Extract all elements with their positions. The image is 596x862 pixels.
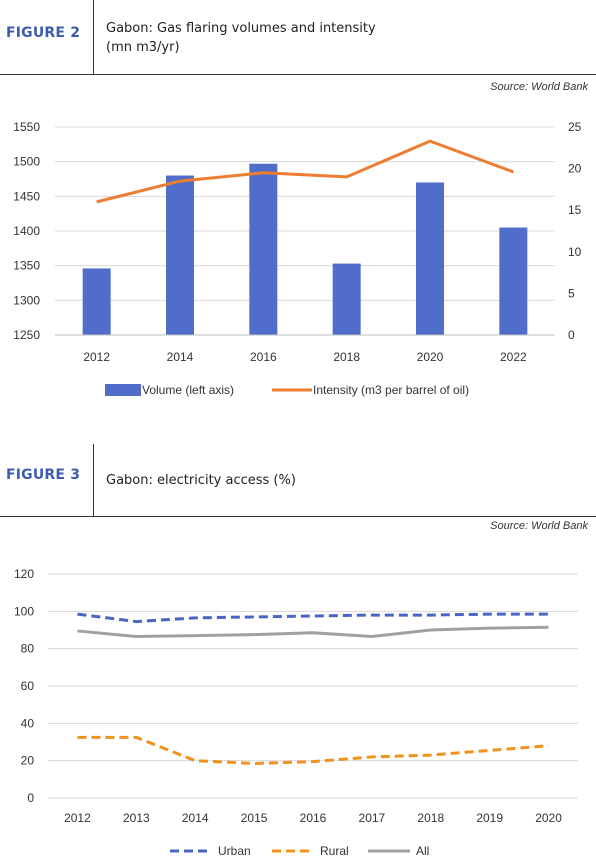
intensity-line — [96, 139, 514, 204]
right-axis-tick-label: 5 — [568, 286, 575, 300]
left-axis-tick-label: 1500 — [13, 155, 40, 169]
series-line-rural — [77, 735, 549, 765]
x-axis-tick-label: 2013 — [123, 811, 150, 825]
figure-2-title: Gabon: Gas flaring volumes and intensity… — [106, 19, 376, 57]
figure-2-source: Source: World Bank — [490, 81, 588, 93]
x-axis-tick-label: 2016 — [300, 811, 327, 825]
legend-intensity-label: Intensity (m3 per barrel of oil) — [313, 383, 469, 397]
legend-label-rural: Rural — [320, 844, 349, 858]
series-line-urban — [77, 612, 549, 624]
y-axis-tick-label: 60 — [21, 679, 35, 693]
left-axis-tick-label: 1400 — [13, 224, 40, 238]
x-axis-tick-label: 2017 — [359, 811, 386, 825]
y-axis-tick-label: 120 — [14, 567, 34, 581]
figure-2-divider — [93, 0, 94, 74]
legend-volume-label: Volume (left axis) — [142, 383, 234, 397]
left-axis-tick-label: 1550 — [13, 120, 40, 134]
gas-flaring-chart: 1550 1500 1450 1400 1350 1300 1250 25 20 15 10 5 0 20… — [13, 120, 582, 397]
x-axis-tick-label: 2014 — [167, 350, 194, 364]
figure-2-label: FIGURE 2 — [6, 25, 81, 41]
figure-2-rule — [0, 74, 596, 75]
y-axis-tick-label: 100 — [14, 604, 34, 618]
figure-3-rule — [0, 516, 596, 517]
right-axis-tick-label: 15 — [568, 203, 582, 217]
electricity-access-chart: 120 100 80 60 40 20 0 2012 2013 2014 2015 2016 2017 2… — [14, 567, 578, 858]
x-axis-tick-label: 2012 — [83, 350, 110, 364]
volume-bar — [249, 163, 278, 335]
figure-3-label: FIGURE 3 — [6, 467, 81, 483]
figure-2-title-line2: (mn m3/yr) — [106, 40, 180, 55]
x-axis-tick-label: 2020 — [535, 811, 562, 825]
y-axis-tick-label: 0 — [27, 791, 34, 805]
y-axis-tick-label: 20 — [21, 754, 35, 768]
y-axis-tick-label: 80 — [21, 642, 35, 656]
left-axis-tick-label: 1350 — [13, 259, 40, 273]
legend-label-all: All — [416, 844, 429, 858]
right-axis-tick-label: 0 — [568, 328, 575, 342]
volume-bar — [82, 268, 111, 335]
right-axis-tick-label: 10 — [568, 245, 582, 259]
left-axis-tick-label: 1250 — [13, 328, 40, 342]
volume-bar — [332, 263, 361, 335]
left-axis-tick-label: 1300 — [13, 293, 40, 307]
x-axis-tick-label: 2015 — [241, 811, 268, 825]
x-axis-tick-label: 2012 — [64, 811, 91, 825]
x-axis-tick-label: 2020 — [417, 350, 444, 364]
y-axis-tick-label: 40 — [21, 716, 35, 730]
x-axis-tick-label: 2019 — [476, 811, 503, 825]
legend-label-urban: Urban — [218, 844, 251, 858]
legend-volume-swatch — [105, 384, 141, 396]
x-axis-tick-label: 2016 — [250, 350, 277, 364]
right-axis-tick-label: 20 — [568, 162, 582, 176]
figure-3-title: Gabon: electricity access (%) — [106, 473, 296, 488]
x-axis-tick-label: 2022 — [500, 350, 527, 364]
figure-3-source: Source: World Bank — [490, 520, 588, 532]
volume-bar — [166, 175, 194, 335]
right-axis-tick-label: 25 — [568, 120, 582, 134]
left-axis-tick-label: 1450 — [13, 189, 40, 203]
figure-2-title-line1: Gabon: Gas flaring volumes and intensity — [106, 21, 376, 36]
volume-bar — [499, 227, 528, 335]
x-axis-tick-label: 2014 — [182, 811, 209, 825]
x-axis-tick-label: 2018 — [333, 350, 360, 364]
figure-3-divider — [93, 444, 94, 516]
x-axis-tick-label: 2018 — [417, 811, 444, 825]
volume-bar — [416, 182, 444, 335]
series-line-all — [77, 625, 549, 639]
